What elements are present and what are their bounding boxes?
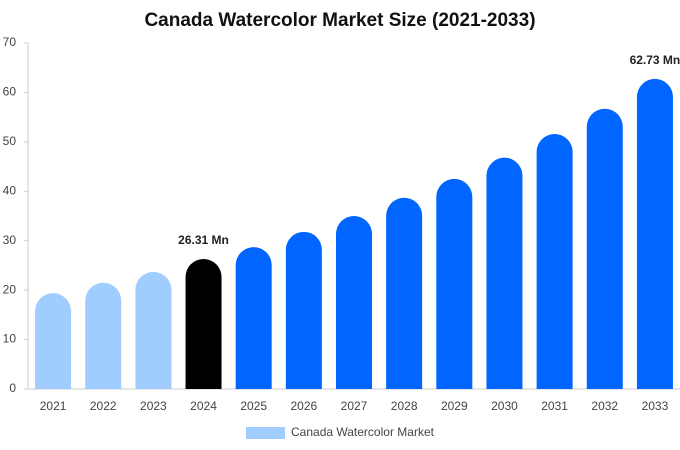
- x-tick-label: 2028: [391, 399, 418, 413]
- legend-label: Canada Watercolor Market: [291, 425, 435, 439]
- bar: [586, 108, 623, 390]
- y-tick-label: 20: [3, 282, 17, 296]
- x-tick-label: 2030: [491, 399, 518, 413]
- x-tick-label: 2029: [441, 399, 468, 413]
- x-tick-label: 2021: [40, 399, 67, 413]
- y-tick-label: 70: [3, 35, 17, 49]
- bar: [486, 157, 523, 389]
- y-tick-label: 60: [3, 85, 17, 99]
- bar: [35, 293, 72, 389]
- x-tick-label: 2031: [541, 399, 568, 413]
- legend-swatch: [246, 427, 285, 439]
- y-tick-label: 40: [3, 183, 17, 197]
- bar: [436, 178, 473, 389]
- bar: [336, 216, 372, 389]
- y-tick-label: 30: [3, 233, 17, 247]
- x-tick-label: 2022: [90, 399, 117, 413]
- x-tick-label: 2023: [140, 399, 167, 413]
- x-tick-label: 2026: [290, 399, 317, 413]
- x-tick-label: 2032: [591, 399, 618, 413]
- bar: [636, 78, 673, 389]
- bar: [536, 133, 573, 389]
- value-label: 62.73 Mn: [630, 53, 680, 67]
- value-label: 26.31 Mn: [178, 233, 229, 247]
- bar: [235, 247, 272, 389]
- x-tick-label: 2025: [240, 399, 267, 413]
- y-tick-label: 0: [9, 381, 16, 395]
- y-tick-label: 10: [3, 332, 17, 346]
- x-tick-label: 2024: [190, 399, 217, 413]
- x-tick-label: 2033: [642, 399, 669, 413]
- bar: [135, 271, 172, 389]
- chart-title: Canada Watercolor Market Size (2021-2033…: [144, 10, 535, 31]
- bar: [185, 258, 222, 389]
- bar: [285, 231, 322, 389]
- y-tick-label: 50: [3, 134, 17, 148]
- bar: [85, 282, 122, 389]
- x-tick-label: 2027: [341, 399, 368, 413]
- bar: [386, 197, 423, 389]
